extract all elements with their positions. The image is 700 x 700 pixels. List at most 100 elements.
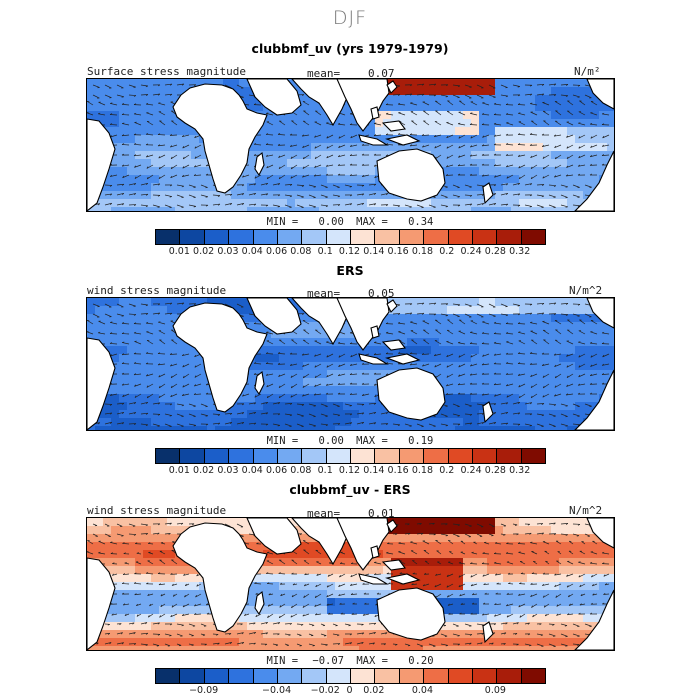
field-cell — [271, 135, 280, 144]
field-cell — [407, 79, 416, 88]
field-cell — [471, 175, 480, 184]
wind-vector — [140, 94, 149, 96]
wind-vector — [410, 321, 418, 325]
field-cell — [583, 314, 592, 323]
field-cell — [127, 550, 136, 559]
field-cell — [487, 542, 496, 551]
field-cell — [487, 394, 496, 403]
wind-vector — [578, 154, 586, 159]
colorbar-tick-label: 0.02 — [193, 465, 215, 476]
field-cell — [255, 354, 264, 363]
field-cell — [447, 378, 456, 387]
field-cell — [319, 346, 328, 355]
wind-vector — [200, 194, 208, 198]
wind-vector-head — [493, 422, 497, 425]
wind-vector-head — [493, 403, 497, 406]
wind-vector-head — [241, 403, 245, 406]
wind-vector — [128, 183, 136, 186]
field-cell — [471, 378, 480, 387]
field-cell — [511, 127, 520, 136]
field-cell — [231, 426, 240, 430]
field-cell — [311, 370, 320, 379]
field-cell — [143, 394, 152, 403]
wind-vector — [524, 183, 532, 186]
field-cell — [255, 199, 264, 208]
field-cell — [519, 354, 528, 363]
field-cell — [159, 550, 168, 559]
field-cell — [423, 338, 432, 347]
field-cell — [551, 175, 560, 184]
field-cell — [327, 410, 336, 419]
field-cell — [359, 410, 368, 419]
field-cell — [519, 550, 528, 559]
wind-vector-head — [253, 402, 257, 405]
wind-vector-head — [313, 425, 316, 427]
wind-vector — [470, 113, 478, 116]
wind-vector-head — [133, 154, 137, 157]
colorbar-tick-label: 0.06 — [265, 465, 288, 476]
field-cell — [287, 410, 296, 419]
wind-vector — [92, 303, 100, 307]
wind-vector-head — [505, 193, 509, 196]
field-cell — [95, 306, 104, 315]
wind-vector-head — [494, 175, 497, 178]
wind-vector — [476, 202, 484, 206]
field-cell — [415, 550, 424, 559]
field-cell — [463, 103, 472, 112]
field-cell — [239, 79, 248, 88]
wind-vector-head — [314, 384, 317, 387]
field-cell — [295, 159, 304, 168]
wind-vector-head — [109, 342, 113, 344]
field-cell — [391, 306, 400, 315]
wind-vector-head — [146, 176, 149, 180]
wind-vector — [512, 401, 520, 405]
field-cell — [495, 542, 504, 551]
field-cell — [127, 103, 136, 112]
wind-vector — [566, 340, 574, 345]
field-cell — [511, 542, 520, 551]
wind-vector — [338, 342, 346, 345]
field-cell — [399, 111, 408, 120]
field-cell — [495, 418, 504, 427]
wind-vector — [279, 120, 286, 126]
field-cell — [119, 314, 128, 323]
wind-vector-head — [205, 383, 209, 386]
wind-vector-head — [409, 303, 413, 306]
wind-vector-head — [193, 303, 197, 306]
field-cell — [351, 426, 360, 430]
field-cell — [503, 127, 512, 136]
wind-vector — [302, 393, 310, 397]
wind-vector — [494, 123, 502, 126]
field-cell — [455, 378, 464, 387]
field-cell — [143, 346, 152, 355]
field-cell — [167, 151, 176, 160]
field-cell — [159, 322, 168, 331]
wind-vector-head — [422, 364, 425, 367]
wind-vector-head — [458, 365, 461, 368]
field-cell — [479, 378, 488, 387]
wind-vector — [416, 312, 424, 315]
field-cell — [135, 354, 144, 363]
field-cell — [559, 167, 568, 176]
field-cell — [87, 426, 96, 430]
field-cell — [239, 402, 248, 411]
wind-vector — [601, 154, 610, 156]
field-cell — [183, 370, 192, 379]
field-cell — [151, 322, 160, 331]
field-cell — [487, 103, 496, 112]
field-cell — [551, 167, 560, 176]
wind-vector-head — [433, 135, 437, 138]
field-cell — [559, 542, 568, 551]
field-cell — [111, 175, 120, 184]
wind-vector-head — [373, 422, 377, 425]
field-cell — [167, 111, 176, 120]
field-cell — [287, 127, 296, 136]
wind-vector-head — [266, 165, 269, 169]
field-cell — [487, 199, 496, 208]
wind-vector — [578, 144, 586, 149]
field-cell — [567, 207, 576, 211]
wind-vector-head — [553, 185, 557, 187]
wind-vector-head — [194, 375, 197, 378]
field-cell — [111, 199, 120, 208]
field-cell — [415, 346, 424, 355]
